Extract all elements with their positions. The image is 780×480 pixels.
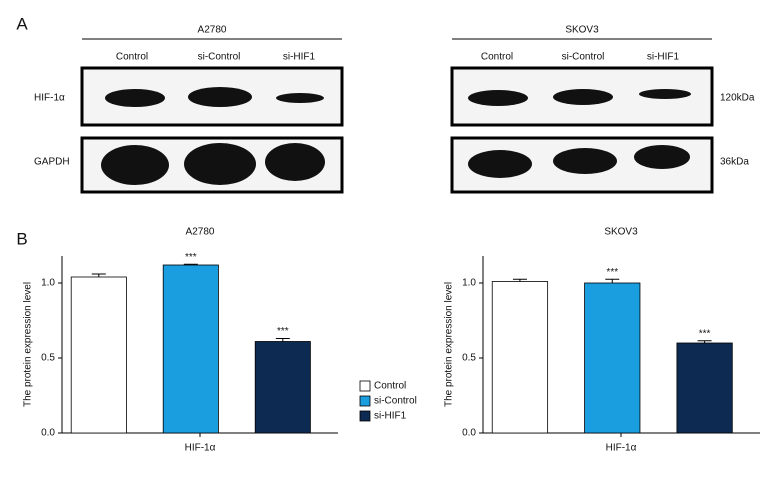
lane-label: Control — [116, 52, 148, 63]
lane-label: Control — [481, 52, 513, 63]
band — [276, 93, 324, 103]
legend-swatch — [359, 395, 371, 407]
y-tick-label: 0.0 — [462, 428, 476, 439]
lane-label: si-Control — [562, 52, 605, 63]
band — [184, 143, 256, 185]
band — [634, 145, 690, 169]
bar — [676, 342, 733, 434]
bar — [254, 341, 311, 434]
lane-label: si-Control — [198, 52, 241, 63]
row-label: GAPDH — [34, 157, 70, 168]
band — [101, 145, 169, 185]
x-axis-label: HIF-1α — [185, 443, 216, 454]
blot-title: SKOV3 — [565, 25, 599, 36]
band — [639, 89, 691, 99]
size-label: 120kDa — [720, 93, 755, 104]
legend-label: si-Control — [374, 396, 417, 407]
significance-label: *** — [185, 252, 197, 263]
y-tick-label: 0.0 — [41, 428, 55, 439]
band — [468, 90, 528, 106]
blot-title: A2780 — [198, 25, 227, 36]
lane-label: si-HIF1 — [283, 52, 316, 63]
y-tick-label: 0.5 — [41, 353, 55, 364]
lane-label: si-HIF1 — [647, 52, 680, 63]
y-tick-label: 0.5 — [462, 353, 476, 364]
y-tick-label: 1.0 — [462, 278, 476, 289]
panel-label: B — [16, 229, 27, 248]
x-axis-label: HIF-1α — [606, 443, 637, 454]
legend-label: Control — [374, 381, 406, 392]
band — [188, 87, 252, 107]
significance-label: *** — [277, 326, 289, 337]
band — [468, 150, 532, 178]
bar — [70, 276, 127, 434]
panel-label: A — [16, 14, 28, 33]
chart-title: A2780 — [186, 227, 215, 238]
bar — [162, 264, 219, 434]
band — [265, 143, 325, 181]
legend-swatch — [359, 380, 371, 392]
y-axis-label: The protein expression level — [23, 282, 34, 407]
legend-label: si-HIF1 — [374, 411, 407, 422]
significance-label: *** — [606, 267, 618, 278]
size-label: 36kDa — [720, 157, 749, 168]
band — [553, 89, 613, 105]
bar — [584, 282, 641, 434]
bar — [491, 281, 549, 434]
legend-swatch — [359, 410, 371, 422]
y-axis-label: The protein expression level — [444, 282, 455, 407]
band — [105, 89, 165, 107]
band — [553, 148, 617, 174]
significance-label: *** — [699, 328, 711, 339]
chart-title: SKOV3 — [604, 227, 638, 238]
y-tick-label: 1.0 — [41, 278, 55, 289]
row-label: HIF-1α — [34, 93, 65, 104]
